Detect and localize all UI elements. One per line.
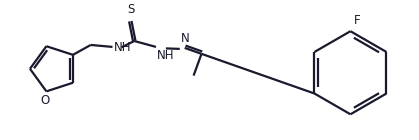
Text: F: F [353, 14, 360, 27]
Text: S: S [128, 3, 135, 16]
Text: NH: NH [114, 41, 131, 54]
Text: NH: NH [157, 49, 174, 62]
Text: N: N [181, 32, 189, 45]
Text: O: O [41, 94, 50, 107]
